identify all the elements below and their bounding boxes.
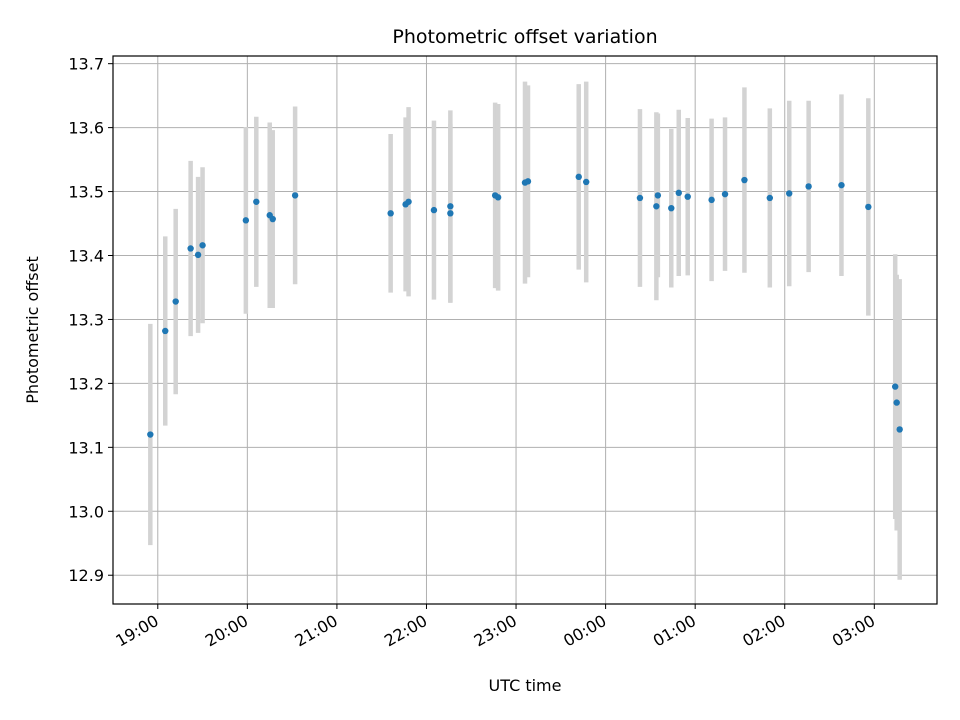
- plot-frame: [112, 55, 938, 605]
- data-point: [896, 426, 903, 433]
- data-point: [194, 251, 202, 259]
- y-axis-label: Photometric offset: [23, 256, 42, 404]
- data-point: [253, 198, 260, 205]
- data-point: [242, 217, 250, 224]
- data-point: [653, 203, 660, 210]
- y-tick-label: 13.6: [68, 119, 104, 138]
- data-point: [430, 206, 438, 214]
- y-tick-label: 13.4: [68, 247, 104, 266]
- data-point: [684, 193, 691, 200]
- data-point: [721, 190, 729, 198]
- data-point: [865, 203, 872, 211]
- data-point: [838, 181, 845, 189]
- y-tick-label: 13.7: [68, 55, 104, 74]
- data-point: [162, 327, 169, 335]
- data-point: [524, 178, 532, 185]
- data-point: [766, 194, 774, 202]
- data-point: [269, 215, 276, 223]
- y-tick-label: 13.5: [68, 183, 104, 202]
- data-point: [893, 399, 900, 406]
- data-point: [447, 210, 454, 217]
- data-point: [675, 189, 682, 197]
- data-point: [187, 245, 194, 252]
- y-tick-label: 13.0: [68, 502, 104, 521]
- data-point: [575, 173, 582, 181]
- data-point: [892, 383, 899, 390]
- data-point: [172, 298, 179, 305]
- data-point: [447, 203, 454, 210]
- data-point: [583, 178, 590, 186]
- data-points: [147, 173, 903, 438]
- data-point: [636, 194, 644, 202]
- data-point: [786, 190, 793, 197]
- y-axis-ticks: 12.9 13.0 13.1 13.2 13.3 13.4 13.5 13.6 13.7: [68, 55, 113, 585]
- y-tick-label: 12.9: [68, 566, 104, 585]
- data-point: [199, 242, 206, 249]
- y-tick-label: 13.3: [68, 310, 104, 329]
- data-point: [668, 204, 675, 212]
- data-point: [805, 183, 812, 190]
- data-point: [147, 431, 154, 438]
- data-point: [494, 194, 502, 201]
- data-point: [708, 196, 715, 204]
- data-point: [741, 176, 748, 184]
- data-point: [387, 210, 394, 217]
- chart-title: Photometric offset variation: [392, 26, 657, 48]
- data-point: [654, 192, 662, 199]
- y-tick-label: 13.1: [68, 438, 104, 457]
- data-point: [291, 192, 299, 199]
- data-point: [405, 198, 412, 205]
- y-tick-label: 13.2: [68, 374, 104, 393]
- x-axis-label: UTC time: [489, 676, 562, 695]
